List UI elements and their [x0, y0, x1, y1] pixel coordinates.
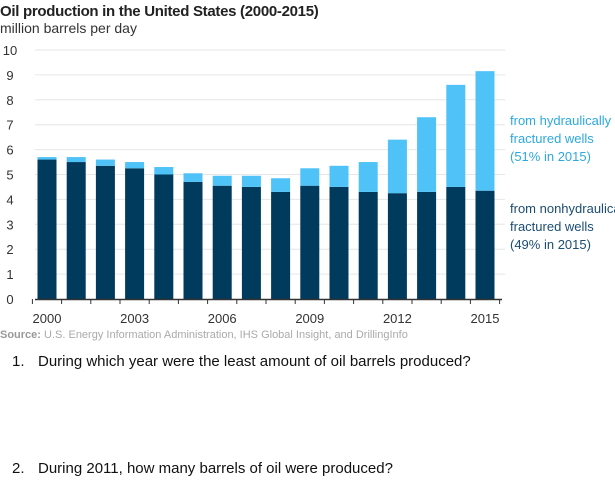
bar-hydraulic [66, 157, 86, 163]
question-number: 2. [12, 460, 25, 477]
x-tick-label: 2003 [120, 311, 149, 326]
question-2: 2. During 2011, how many barrels of oil w… [12, 460, 393, 477]
bar-nonhydraulic [37, 159, 57, 299]
bar-nonhydraulic [271, 191, 291, 299]
y-tick-label: 1 [6, 267, 13, 282]
y-tick-label: 7 [6, 118, 13, 133]
question-text: During which year were the least amount … [38, 353, 471, 370]
bar-nonhydraulic [66, 162, 86, 299]
y-tick-label: 3 [6, 217, 13, 232]
bar-hydraulic [329, 165, 349, 187]
source-note: Source: U.S. Energy Information Administ… [0, 329, 408, 341]
legend-nonhydraulic-line: fractured wells [510, 219, 594, 234]
legend-hydraulic-line: (51% in 2015) [510, 149, 591, 164]
bar-nonhydraulic [212, 185, 232, 299]
bar-hydraulic [241, 175, 261, 187]
bar-hydraulic [154, 167, 174, 175]
question-1: 1. During which year were the least amoun… [12, 353, 471, 370]
bar-nonhydraulic [417, 191, 437, 299]
bar-nonhydraulic [125, 168, 145, 299]
legend-nonhydraulic-line: (49% in 2015) [510, 237, 591, 252]
bar-nonhydraulic [95, 165, 115, 299]
y-tick-label: 9 [6, 68, 13, 83]
y-tick-label: 2 [6, 242, 13, 257]
chart-title: Oil production in the United States (200… [0, 3, 319, 20]
bar-hydraulic [125, 162, 145, 169]
bar-nonhydraulic [154, 174, 174, 299]
bar-hydraulic [417, 117, 437, 192]
question-number: 1. [12, 353, 25, 370]
y-tick-label: 0 [6, 292, 13, 307]
bar-hydraulic [212, 175, 232, 186]
y-axis-unit: million barrels per day [0, 20, 137, 36]
bar-nonhydraulic [183, 181, 203, 299]
y-tick-label: 8 [6, 93, 13, 108]
legend-hydraulic: from hydraulically fractured wells (51% … [510, 112, 611, 166]
bar-hydraulic [271, 178, 291, 192]
source-text: U.S. Energy Information Administration, … [44, 329, 408, 341]
y-tick-label: 10 [3, 43, 17, 58]
y-tick-label: 4 [6, 192, 13, 207]
bar-nonhydraulic [387, 193, 407, 299]
y-tick-label: 6 [6, 143, 13, 158]
source-label: Source: [0, 329, 41, 341]
bar-nonhydraulic [329, 186, 349, 299]
legend-hydraulic-line: fractured wells [510, 131, 594, 146]
x-tick-label: 2000 [33, 311, 62, 326]
y-tick-label: 5 [6, 168, 13, 183]
bar-hydraulic [358, 162, 378, 192]
bar-hydraulic [387, 139, 407, 194]
bar-hydraulic [183, 173, 203, 182]
bar-nonhydraulic [300, 185, 320, 299]
bar-hydraulic [446, 84, 466, 187]
bar-nonhydraulic [446, 186, 466, 299]
bar-nonhydraulic [241, 186, 261, 299]
x-tick-label: 2009 [295, 311, 324, 326]
bar-hydraulic [95, 159, 115, 166]
x-tick-label: 2015 [471, 311, 500, 326]
question-text: During 2011, how many barrels of oil wer… [38, 460, 393, 477]
x-tick-label: 2006 [208, 311, 237, 326]
x-tick-label: 2012 [383, 311, 412, 326]
bar-nonhydraulic [358, 191, 378, 299]
legend-hydraulic-line: from hydraulically [510, 113, 612, 128]
stacked-bar-chart: 0 1 2 3 4 5 6 7 8 9 10 2000 2003 2006 2009 2012 2015 [3, 43, 505, 326]
bar-hydraulic [37, 157, 57, 160]
bar-hydraulic [300, 168, 320, 186]
bar-hydraulic [475, 71, 495, 191]
bar-nonhydraulic [475, 190, 495, 299]
legend-nonhydraulic: from nonhydraulically fractured wells (4… [510, 200, 615, 254]
legend-nonhydraulic-line: from nonhydraulically [510, 201, 615, 216]
